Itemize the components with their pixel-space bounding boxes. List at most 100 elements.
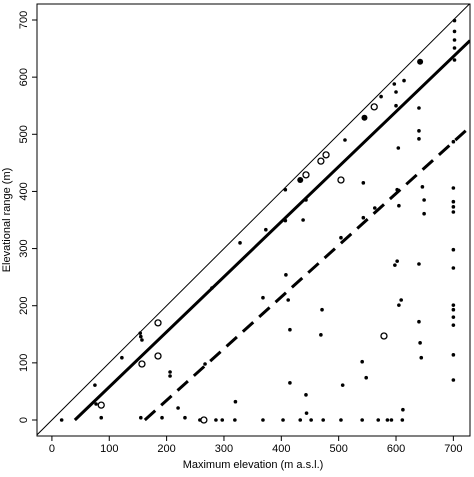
data-point <box>402 78 406 83</box>
data-point <box>451 303 456 307</box>
data-point <box>417 58 424 65</box>
data-point <box>417 106 421 110</box>
data-point <box>283 187 288 192</box>
data-point <box>233 418 237 422</box>
data-point <box>419 355 424 360</box>
data-point <box>138 331 143 335</box>
reference-line <box>73 39 470 422</box>
x-tick-label: 100 <box>100 443 118 455</box>
data-point <box>420 185 425 189</box>
data-point <box>385 418 390 422</box>
data-point <box>284 273 288 277</box>
x-tick-label: 300 <box>215 443 233 455</box>
data-point <box>176 406 180 410</box>
data-point <box>452 58 457 62</box>
data-point <box>340 383 345 387</box>
data-point <box>379 94 383 99</box>
data-point <box>400 418 405 422</box>
data-point <box>59 418 64 422</box>
plot-frame <box>36 3 471 437</box>
data-point <box>392 82 397 86</box>
data-point <box>422 211 426 216</box>
y-tick-label: 100 <box>18 354 30 372</box>
data-point <box>304 393 308 397</box>
data-point <box>399 298 403 302</box>
data-point <box>380 332 388 340</box>
data-point <box>360 418 364 422</box>
data-point <box>361 181 366 185</box>
data-point <box>417 319 421 324</box>
data-point <box>451 315 456 319</box>
data-point <box>322 151 330 159</box>
data-point <box>304 198 308 202</box>
data-point <box>99 415 104 420</box>
data-point <box>317 157 325 165</box>
data-point <box>288 327 292 332</box>
x-tick-label: 400 <box>272 443 290 455</box>
data-point <box>139 415 143 420</box>
x-tick-label: 700 <box>444 443 462 455</box>
data-point <box>200 416 208 424</box>
data-point <box>94 402 98 406</box>
data-point <box>339 235 343 240</box>
data-point <box>418 341 422 345</box>
data-point <box>203 362 207 366</box>
data-point <box>120 355 124 360</box>
data-point <box>301 218 305 222</box>
data-point <box>343 138 347 142</box>
y-tick-label: 0 <box>18 417 30 423</box>
data-point <box>339 418 343 422</box>
data-point <box>376 418 381 422</box>
data-point <box>264 227 268 232</box>
y-tick-label: 700 <box>18 11 30 29</box>
data-point <box>261 418 265 422</box>
data-point <box>233 399 238 404</box>
data-point <box>451 353 456 357</box>
data-point <box>394 103 398 108</box>
data-point <box>422 198 426 202</box>
data-point <box>154 352 162 360</box>
data-point <box>451 186 456 190</box>
data-point <box>451 210 456 214</box>
data-point <box>319 333 323 337</box>
y-tick-label: 600 <box>18 68 30 86</box>
data-point <box>140 338 144 342</box>
data-point <box>337 176 345 184</box>
data-point <box>370 103 378 111</box>
data-point <box>452 18 457 23</box>
data-point <box>283 218 288 223</box>
data-point <box>93 383 97 387</box>
x-tick-label: 600 <box>387 443 405 455</box>
data-point <box>394 90 398 94</box>
data-point <box>451 307 456 312</box>
data-point <box>361 114 368 121</box>
y-tick-label: 200 <box>18 297 30 315</box>
data-point <box>210 286 214 290</box>
data-point <box>451 323 456 327</box>
data-point <box>97 401 105 409</box>
data-point <box>281 418 285 422</box>
data-point <box>304 411 309 415</box>
y-axis-title: Elevational range (m) <box>1 168 13 273</box>
reference-line <box>37 4 470 436</box>
data-point <box>451 139 456 144</box>
data-point <box>286 298 290 302</box>
data-point <box>320 307 324 312</box>
data-point <box>298 418 303 422</box>
data-point <box>417 129 421 133</box>
data-point <box>451 378 456 382</box>
data-point <box>395 259 399 263</box>
data-point <box>214 418 218 422</box>
data-point <box>309 418 313 422</box>
data-point <box>401 407 405 412</box>
data-point <box>168 370 172 374</box>
x-tick-label: 500 <box>329 443 347 455</box>
data-point <box>451 247 456 252</box>
data-point <box>417 137 421 141</box>
data-point <box>417 262 421 266</box>
data-point <box>393 263 397 267</box>
data-point <box>361 215 366 220</box>
data-point <box>395 187 399 192</box>
x-tick-label: 0 <box>49 443 55 455</box>
data-point <box>397 203 401 208</box>
